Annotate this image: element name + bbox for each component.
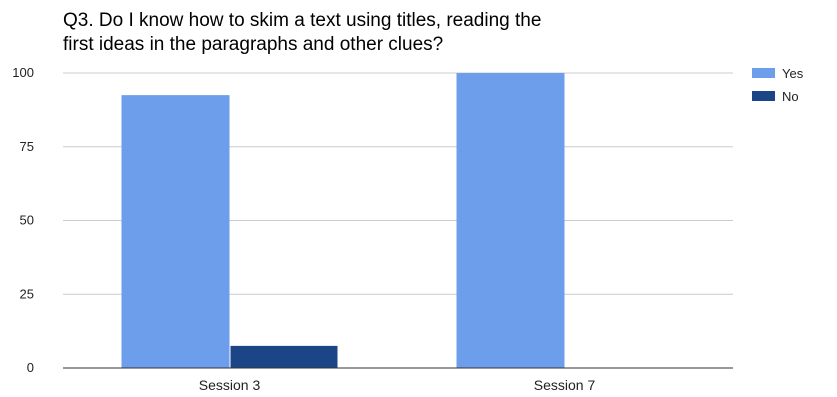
bar-yes-session-3 xyxy=(121,95,230,368)
y-tick-label: 25 xyxy=(20,286,34,301)
x-category-label: Session 3 xyxy=(199,377,261,393)
legend: Yes No xyxy=(752,66,804,104)
bar-no-session-3 xyxy=(230,345,338,368)
legend-label-yes: Yes xyxy=(782,66,804,81)
bar-yes-session-7 xyxy=(456,73,565,368)
chart-title-line-1: Q3. Do I know how to skim a text using t… xyxy=(63,10,541,31)
legend-swatch-no xyxy=(752,91,775,101)
y-tick-label: 50 xyxy=(20,213,34,228)
x-category-label: Session 7 xyxy=(534,377,596,393)
y-tick-label: 0 xyxy=(27,360,34,375)
y-tick-label: 100 xyxy=(12,65,34,80)
chart-title-line-2: first ideas in the paragraphs and other … xyxy=(63,34,443,55)
legend-label-no: No xyxy=(782,89,799,104)
chart-title: Q3. Do I know how to skim a text using t… xyxy=(63,10,541,55)
y-axis-tick-labels: 0 25 50 75 100 xyxy=(12,65,34,375)
x-axis: Session 3 Session 7 xyxy=(63,367,733,393)
bars xyxy=(121,73,565,368)
legend-swatch-yes xyxy=(752,68,775,78)
y-tick-label: 75 xyxy=(20,139,34,154)
